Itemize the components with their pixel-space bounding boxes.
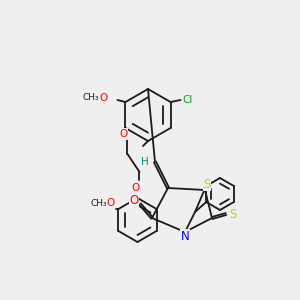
Text: N: N [181,230,189,242]
Text: CH₃: CH₃ [90,199,107,208]
Text: O: O [131,183,140,193]
Text: Cl: Cl [182,95,193,105]
Text: O: O [99,93,108,103]
Text: S: S [203,178,211,190]
Text: CH₃: CH₃ [82,94,99,103]
Text: O: O [129,194,139,206]
Text: O: O [106,198,115,208]
Text: O: O [119,129,128,139]
Text: H: H [141,157,149,167]
Text: S: S [229,208,237,220]
